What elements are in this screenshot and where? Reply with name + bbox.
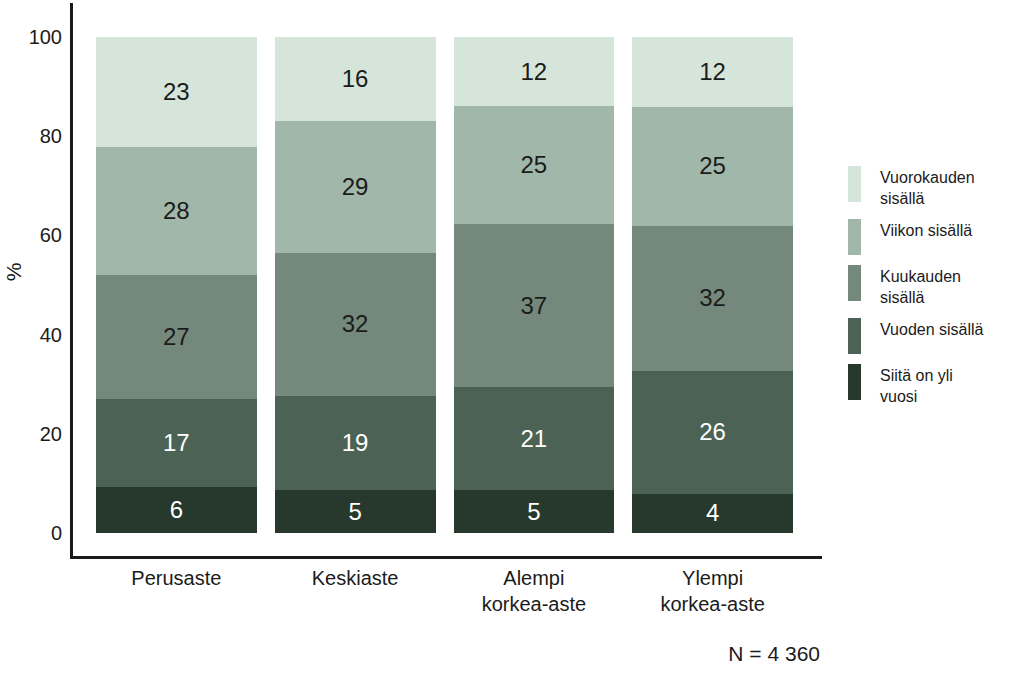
x-axis-labels: Perusaste Keskiaste Alempi korkea-aste Ylem… (96, 565, 793, 617)
bar-segment: 12 (454, 37, 615, 106)
bar-segment: 25 (632, 107, 793, 226)
segment-value-label: 21 (521, 427, 548, 451)
bar-segment: 5 (454, 490, 615, 533)
stacked-bar-chart: % 020406080100 2328271761629321951225372… (0, 0, 1024, 683)
legend-item: Siitä on yli vuosi (848, 364, 1020, 407)
segment-value-label: 12 (699, 60, 726, 84)
segment-value-label: 16 (342, 67, 369, 91)
segment-value-label: 12 (521, 60, 548, 84)
segment-value-label: 5 (527, 500, 540, 524)
x-tick-label: Perusaste (96, 565, 257, 617)
bar-1: 23 28 27 17 6 (96, 37, 257, 533)
legend-label: Siitä on yli vuosi (880, 364, 953, 407)
legend-label: Viikon sisällä (880, 219, 972, 241)
segment-value-label: 28 (163, 199, 190, 223)
legend-swatch (848, 265, 861, 301)
segment-value-label: 5 (348, 500, 361, 524)
segment-value-label: 32 (342, 312, 369, 336)
legend-item: Vuorokauden sisällä (848, 166, 1020, 209)
legend-label: Vuoden sisällä (880, 318, 983, 340)
legend-label: Vuorokauden sisällä (880, 166, 975, 209)
bar-segment: 32 (632, 226, 793, 372)
bar-segment: 16 (275, 37, 436, 121)
bar-segment: 37 (454, 224, 615, 387)
legend-label: Kuukauden sisällä (880, 265, 961, 308)
bar-segment: 26 (632, 371, 793, 494)
bar-segment: 6 (96, 487, 257, 533)
segment-value-label: 17 (163, 431, 190, 455)
y-tick-label: 20 (0, 422, 62, 446)
bar-3: 12 25 37 21 5 (454, 37, 615, 533)
legend-item: Vuoden sisällä (848, 318, 1020, 354)
bar-segment: 5 (275, 490, 436, 533)
y-axis-label: % (2, 244, 26, 300)
bar-segment: 17 (96, 399, 257, 486)
segment-value-label: 27 (163, 325, 190, 349)
segment-value-label: 19 (342, 431, 369, 455)
y-tick-label: 40 (0, 323, 62, 347)
sample-size-note: N = 4 360 (620, 642, 820, 666)
bar-segment: 27 (96, 275, 257, 400)
x-axis-line (70, 556, 822, 559)
x-tick-label: Alempi korkea-aste (454, 565, 615, 617)
bar-segment: 25 (454, 106, 615, 224)
legend-item: Kuukauden sisällä (848, 265, 1020, 308)
bars-area: 23 28 27 17 6 16 29 32 19 5 12 25 37 21 5 12 25 32 26 4 (96, 37, 793, 533)
bar-segment: 21 (454, 387, 615, 490)
bar-segment: 19 (275, 396, 436, 491)
segment-value-label: 6 (170, 498, 183, 522)
segment-value-label: 4 (706, 501, 719, 525)
segment-value-label: 29 (342, 175, 369, 199)
segment-value-label: 26 (699, 420, 726, 444)
bar-4: 12 25 32 26 4 (632, 37, 793, 533)
bar-segment: 29 (275, 121, 436, 253)
segment-value-label: 25 (521, 153, 548, 177)
x-tick-label: Keskiaste (275, 565, 436, 617)
bar-segment: 23 (96, 37, 257, 147)
bar-segment: 28 (96, 147, 257, 275)
bar-segment: 12 (632, 37, 793, 107)
segment-value-label: 25 (699, 154, 726, 178)
bar-segment: 32 (275, 253, 436, 396)
legend-swatch (848, 364, 861, 400)
segment-value-label: 23 (163, 80, 190, 104)
y-tick-label: 100 (0, 25, 62, 49)
bar-segment: 4 (632, 494, 793, 533)
legend: Vuorokauden sisällä Viikon sisällä Kuukaud… (848, 166, 1020, 407)
legend-item: Viikon sisällä (848, 219, 1020, 255)
legend-swatch (848, 219, 861, 255)
bar-2: 16 29 32 19 5 (275, 37, 436, 533)
y-axis-line (70, 3, 73, 559)
y-tick-label: 80 (0, 124, 62, 148)
segment-value-label: 32 (699, 286, 726, 310)
legend-swatch (848, 318, 861, 354)
legend-swatch (848, 166, 861, 202)
segment-value-label: 37 (521, 294, 548, 318)
y-tick-label: 60 (0, 223, 62, 247)
y-tick-label: 0 (0, 521, 62, 545)
x-tick-label: Ylempi korkea-aste (632, 565, 793, 617)
